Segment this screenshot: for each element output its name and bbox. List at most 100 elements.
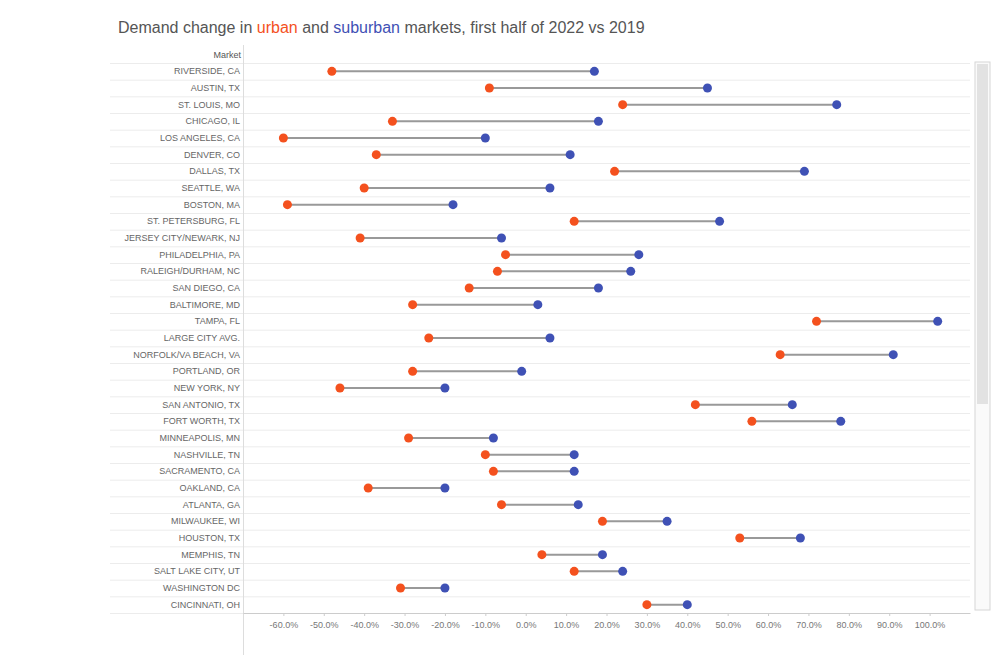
x-tick-mark	[808, 613, 809, 616]
row-divider	[110, 496, 970, 497]
dot	[776, 350, 785, 359]
dot	[485, 84, 494, 93]
row-divider	[110, 230, 970, 231]
y-tick: CHICAGO, IL	[185, 116, 243, 126]
connector	[429, 337, 550, 339]
row-divider	[110, 463, 970, 464]
connector	[392, 120, 598, 122]
y-tick: BALTIMORE, MD	[170, 300, 243, 310]
dot	[570, 567, 579, 576]
dot	[533, 300, 542, 309]
row-divider	[110, 213, 970, 214]
x-tick: -50.0%	[310, 613, 339, 630]
connector	[368, 487, 445, 489]
y-tick-label: AUSTIN, TX	[191, 83, 240, 93]
y-tick: SAN ANTONIO, TX	[162, 400, 243, 410]
row-divider	[110, 80, 970, 81]
dot	[335, 384, 344, 393]
dot	[800, 167, 809, 176]
dot	[440, 484, 449, 493]
connector	[574, 220, 719, 222]
y-tick-label: TAMPA, FL	[195, 316, 240, 326]
y-tick: FORT WORTH, TX	[163, 416, 243, 426]
dot	[497, 234, 506, 243]
y-tick-label: DALLAS, TX	[189, 166, 240, 176]
connector	[401, 587, 445, 589]
connector	[647, 604, 687, 606]
connector	[489, 87, 707, 89]
y-tick-label: ST. PETERSBURG, FL	[147, 216, 240, 226]
y-tick-label: LARGE CITY AVG.	[164, 333, 240, 343]
y-tick-label: JERSEY CITY/NEWARK, NJ	[124, 233, 240, 243]
dot	[598, 517, 607, 526]
x-tick-mark	[687, 613, 688, 616]
x-tick-mark	[647, 613, 648, 616]
dot	[836, 417, 845, 426]
dot	[327, 67, 336, 76]
row-divider	[110, 146, 970, 147]
dot	[360, 184, 369, 193]
x-tick-label: 70.0%	[796, 620, 822, 630]
x-tick: -40.0%	[350, 613, 379, 630]
y-tick-label: HOUSTON, TX	[179, 533, 240, 543]
dot	[356, 234, 365, 243]
connector	[332, 70, 595, 72]
dot	[372, 150, 381, 159]
dot	[618, 567, 627, 576]
left-frame	[243, 45, 244, 655]
y-tick-label: MINNEAPOLIS, MN	[159, 433, 240, 443]
row-divider	[110, 446, 970, 447]
connector	[574, 570, 622, 572]
marks	[279, 67, 942, 609]
x-tick: 10.0%	[554, 613, 580, 630]
dot	[889, 350, 898, 359]
row-divider	[110, 513, 970, 514]
y-tick: MEMPHIS, TN	[181, 550, 243, 560]
x-tick-label: -30.0%	[391, 620, 420, 630]
dot	[594, 117, 603, 126]
dot	[489, 467, 498, 476]
dot	[566, 150, 575, 159]
y-tick: BOSTON, MA	[184, 200, 243, 210]
row-divider	[110, 280, 970, 281]
connector	[493, 470, 574, 472]
x-tick: 80.0%	[837, 613, 863, 630]
y-tick-label: BALTIMORE, MD	[170, 300, 241, 310]
x-tick-mark	[607, 613, 608, 616]
x-tick: -30.0%	[391, 613, 420, 630]
connector	[817, 320, 938, 322]
row-divider	[110, 130, 970, 131]
dot	[497, 500, 506, 509]
y-tick: PHILADELPHIA, PA	[159, 250, 243, 260]
x-tick: 40.0%	[675, 613, 701, 630]
x-tick: 70.0%	[796, 613, 822, 630]
connector	[413, 304, 538, 306]
dot	[517, 367, 526, 376]
x-tick-label: -60.0%	[270, 620, 299, 630]
y-tick-label: WASHINGTON DC	[163, 583, 241, 593]
x-tick-label: -40.0%	[350, 620, 379, 630]
x-tick-mark	[324, 613, 325, 616]
connector	[740, 537, 801, 539]
x-tick-label: 60.0%	[756, 620, 782, 630]
row-divider	[110, 396, 970, 397]
connector	[623, 104, 837, 106]
x-axis: -60.0%-50.0%-40.0%-30.0%-20.0%-10.0%0.0%…	[244, 613, 971, 630]
dot	[388, 117, 397, 126]
connector	[602, 520, 667, 522]
dot	[812, 317, 821, 326]
x-tick-mark	[364, 613, 365, 616]
x-tick-mark	[526, 613, 527, 616]
y-tick-label: ST. LOUIS, MO	[178, 100, 240, 110]
x-tick-label: 40.0%	[675, 620, 701, 630]
dot	[481, 450, 490, 459]
y-tick-label: FORT WORTH, TX	[163, 416, 240, 426]
x-tick-label: -10.0%	[472, 620, 501, 630]
dot	[598, 550, 607, 559]
title: Demand change in urban and suburban mark…	[118, 19, 645, 36]
connector	[283, 137, 485, 139]
connector	[376, 154, 570, 156]
y-tick: SACRAMENTO, CA	[159, 466, 243, 476]
x-tick-label: 10.0%	[554, 620, 580, 630]
x-tick-label: 90.0%	[877, 620, 903, 630]
